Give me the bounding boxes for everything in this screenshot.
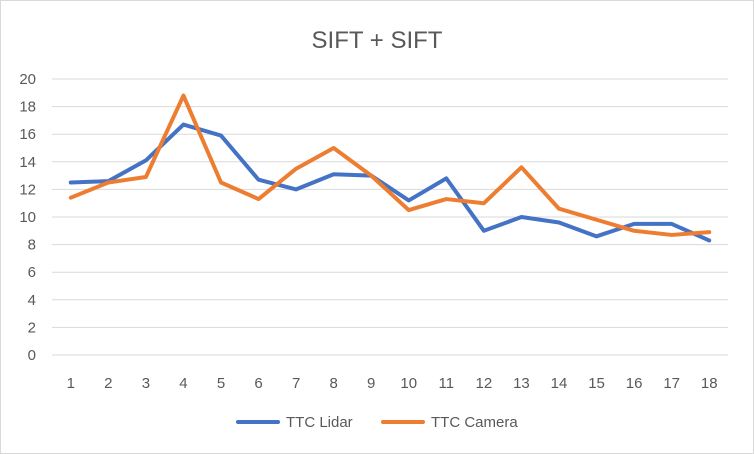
chart-title: SIFT + SIFT: [312, 27, 443, 54]
y-tick-label: 8: [28, 237, 36, 254]
y-tick-label: 18: [19, 99, 36, 116]
data-point: [446, 178, 447, 179]
data-point: [145, 176, 146, 177]
y-tick-label: 20: [19, 71, 36, 88]
data-point: [521, 167, 522, 168]
x-tick-label: 11: [439, 375, 455, 392]
data-point: [671, 223, 672, 224]
y-tick-label: 14: [19, 154, 36, 171]
x-tick-label: 14: [551, 375, 568, 392]
x-tick-label: 18: [701, 375, 718, 392]
x-tick-label: 16: [626, 375, 643, 392]
y-tick-label: 12: [19, 181, 36, 198]
x-tick-label: 8: [329, 375, 337, 392]
data-point: [296, 168, 297, 169]
data-point: [183, 124, 184, 125]
data-point: [258, 199, 259, 200]
data-point: [221, 135, 222, 136]
x-tick-label: 9: [367, 375, 375, 392]
data-point: [559, 208, 560, 209]
data-point: [709, 232, 710, 233]
data-point: [108, 182, 109, 183]
y-tick-label: 6: [28, 264, 36, 281]
data-point: [296, 189, 297, 190]
x-tick-label: 10: [400, 375, 417, 392]
x-tick-label: 5: [217, 375, 225, 392]
data-point: [221, 182, 222, 183]
legend: TTC Lidar TTC Camera: [236, 414, 518, 431]
data-point: [70, 197, 71, 198]
data-point: [371, 175, 372, 176]
y-tick-label: 2: [28, 319, 36, 336]
data-point: [408, 210, 409, 211]
data-point: [709, 240, 710, 241]
x-axis-ticks: 1 2 3 4 5 6 7 8 9 10 11 12 13 14 15 16 17 18: [67, 375, 718, 392]
data-point: [596, 236, 597, 237]
x-tick-label: 1: [67, 375, 75, 392]
data-point: [559, 222, 560, 223]
y-tick-label: 10: [19, 209, 36, 226]
data-point: [333, 174, 334, 175]
y-axis-ticks: 0 2 4 6 8 10 12 14 16 18 20: [19, 71, 36, 364]
data-point: [521, 217, 522, 218]
data-point: [333, 148, 334, 149]
y-tick-label: 0: [28, 347, 36, 364]
x-tick-label: 7: [292, 375, 300, 392]
legend-item: TTC Camera: [381, 414, 518, 431]
y-tick-label: 16: [19, 126, 36, 143]
gridlines: [52, 78, 728, 356]
legend-label: TTC Lidar: [286, 414, 353, 431]
x-tick-label: 2: [104, 375, 112, 392]
legend-label: TTC Camera: [431, 414, 518, 431]
legend-item: TTC Lidar: [236, 414, 353, 431]
data-point: [671, 234, 672, 235]
data-point: [145, 160, 146, 161]
data-point: [634, 230, 635, 231]
data-point: [483, 230, 484, 231]
x-tick-label: 15: [588, 375, 605, 392]
data-point: [258, 179, 259, 180]
x-tick-label: 6: [254, 375, 262, 392]
data-point: [408, 200, 409, 201]
x-tick-label: 3: [142, 375, 150, 392]
y-tick-label: 4: [28, 292, 36, 309]
series-line: [68, 122, 712, 243]
data-point: [446, 199, 447, 200]
data-point: [70, 182, 71, 183]
series-ttc-camera: [68, 93, 712, 237]
x-tick-label: 12: [476, 375, 493, 392]
x-tick-label: 13: [513, 375, 530, 392]
data-point: [483, 203, 484, 204]
x-tick-label: 17: [663, 375, 680, 392]
data-point: [596, 219, 597, 220]
series-lines: [68, 93, 712, 243]
series-ttc-lidar: [68, 122, 712, 243]
series-line: [68, 93, 712, 237]
data-point: [634, 223, 635, 224]
x-tick-label: 4: [179, 375, 187, 392]
data-point: [183, 95, 184, 96]
